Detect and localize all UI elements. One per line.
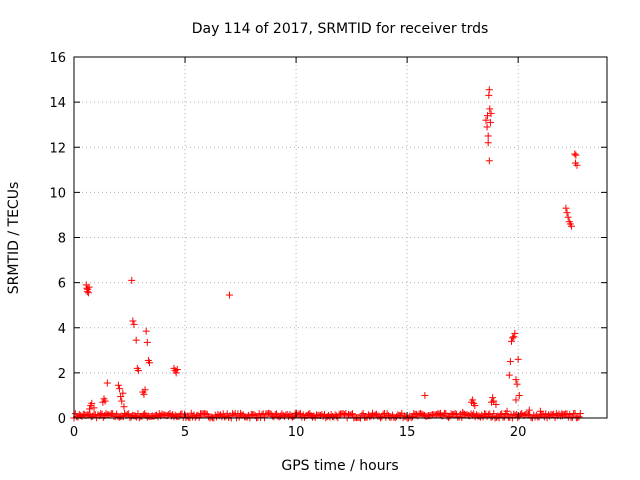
data-point [571,150,579,158]
data-point [486,118,494,126]
y-tick-label: 12 [49,141,66,156]
points-layer [70,86,584,422]
data-point [88,399,96,407]
data-point [512,376,520,384]
data-point [173,365,181,373]
data-point [485,86,493,94]
data-point [90,404,98,412]
data-point [567,222,575,230]
data-point [436,411,444,419]
data-point [562,204,570,212]
data-point [116,385,124,393]
data-point [146,359,154,367]
data-point [508,337,516,345]
data-point [469,396,477,404]
y-tick-label: 10 [49,186,66,201]
data-point [119,389,127,397]
data-point [86,405,94,413]
data-point [348,410,356,418]
data-point [563,209,571,217]
data-point [484,132,492,140]
data-point [359,410,367,418]
data-point [485,157,493,165]
data-point [514,355,522,363]
data-point [503,407,511,415]
data-point [114,381,122,389]
data-point [483,123,491,131]
data-point [511,329,519,337]
y-tick-label: 8 [58,232,66,247]
grid-layer [74,57,607,418]
data-point [575,413,583,421]
plot-frame [73,56,608,419]
data-point [85,283,93,291]
data-point [366,413,374,421]
data-point [525,406,533,414]
data-point [471,402,479,410]
data-point [128,276,136,284]
data-point [510,333,518,341]
y-tick-label: 2 [58,367,66,382]
y-axis-label: SRMTID / TECUs [6,182,22,295]
ticks-layer: 0 5 10 15 20 0 2 4 6 8 10 12 14 16 [49,51,607,440]
data-point [195,413,203,421]
data-point [512,396,520,404]
data-point [513,380,521,388]
data-point [101,397,109,405]
y-tick-label: 4 [58,322,66,337]
x-axis-label: GPS time / hours [281,458,398,474]
y-tick-label: 16 [49,51,66,66]
data-point [129,317,137,325]
data-point [576,410,584,418]
data-point [484,139,492,147]
data-point [506,358,514,366]
data-point [486,105,494,113]
data-point [509,334,517,342]
data-point [103,379,111,387]
chart-title: Day 114 of 2017, SRMTID for receiver trd… [192,21,489,37]
data-point [451,409,459,417]
data-point [143,338,151,346]
data-point [459,408,467,416]
data-point [141,386,149,394]
y-tick-label: 14 [49,96,66,111]
data-point [84,289,92,297]
data-point [492,400,500,408]
x-tick-label: 10 [288,425,305,440]
data-point [505,371,513,379]
data-point [134,367,142,375]
y-tick-label: 6 [58,277,66,292]
data-point [487,109,495,117]
data-point [490,410,498,418]
x-tick-label: 15 [399,425,416,440]
data-point [130,320,138,328]
data-point [140,390,148,398]
data-point [572,151,580,159]
data-point [225,291,233,299]
data-point [482,116,490,124]
x-tick-label: 20 [510,425,527,440]
data-point [536,407,544,415]
data-point [142,327,150,335]
data-point [172,369,180,377]
data-point [573,161,581,169]
x-tick-label: 5 [181,425,189,440]
data-point [515,391,523,399]
data-point [489,394,497,402]
x-tick-label: 0 [70,425,78,440]
data-point [120,403,128,411]
y-tick-label: 0 [58,412,66,427]
data-point [421,391,429,399]
data-point [118,397,126,405]
data-point [564,213,572,221]
data-point [132,336,140,344]
data-point [289,413,297,421]
data-point [484,112,492,120]
